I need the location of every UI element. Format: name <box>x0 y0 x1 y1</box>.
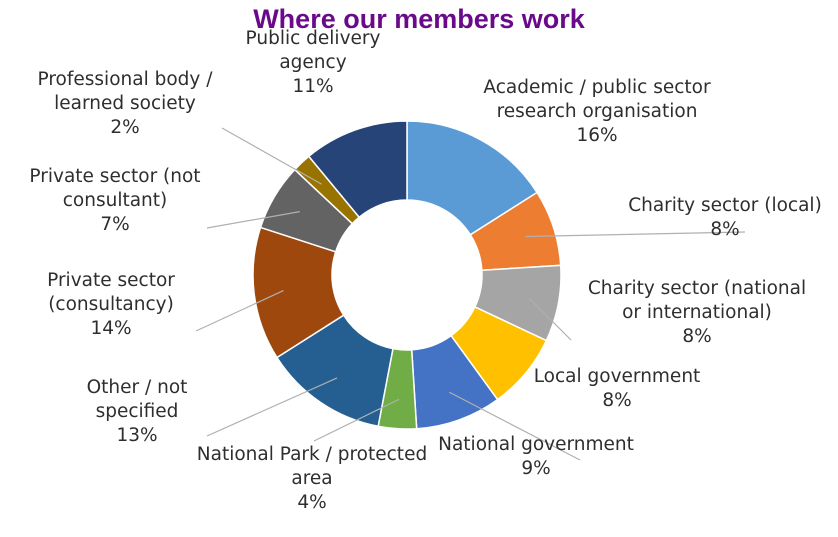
slice-label-line: Private sector (not <box>29 166 200 187</box>
slice-percent: 2% <box>110 117 139 138</box>
slice-label-line: (consultancy) <box>48 294 174 315</box>
slice-label-line: consultant) <box>63 190 168 211</box>
slice-label-line: Other / not <box>87 377 188 398</box>
slice-label-line: Local government <box>534 366 701 387</box>
slice-label-line: agency <box>279 52 346 73</box>
slice-label-line: area <box>291 468 332 489</box>
label-national-park-protected-area: National Park / protected area 4% <box>197 444 427 513</box>
slice-public-delivery-agency <box>307 120 408 219</box>
label-local-government: Local government 8% <box>534 366 701 411</box>
label-academic-public-sector-research-organisation: Academic / public sector research organis… <box>483 77 711 146</box>
leader-line-private-sector-not-consultant <box>206 211 300 229</box>
label-charity-sector-local: Charity sector (local) 8% <box>628 195 822 240</box>
leader-lines <box>195 127 746 461</box>
slice-percent: 8% <box>602 390 631 411</box>
slice-label-line: specified <box>96 401 179 422</box>
slice-percent: 8% <box>682 326 711 347</box>
label-professional-body-learned-society: Professional body / learned society 2% <box>38 69 214 138</box>
slice-percent: 16% <box>576 125 617 146</box>
slice-percent: 7% <box>100 214 129 235</box>
label-national-government: National government 9% <box>438 434 634 479</box>
slice-label-line: Charity sector (local) <box>628 195 822 216</box>
leader-line-other-not-specified <box>206 377 338 437</box>
leader-line-national-government <box>448 391 581 461</box>
chart-title: Where our members work <box>253 4 585 34</box>
slice-label-line: Private sector <box>47 270 175 291</box>
slice-label-line: Professional body / <box>38 69 214 90</box>
slice-percent: 8% <box>710 219 739 240</box>
leader-line-charity-sector-local <box>525 231 746 238</box>
labels: Academic / public sector research organis… <box>29 28 821 513</box>
leader-line-charity-sector-national-or-international <box>528 297 572 341</box>
slice-percent: 13% <box>116 425 157 446</box>
label-charity-sector-national-or-international: Charity sector (national or international… <box>588 278 806 347</box>
slice-label-line: National government <box>438 434 634 455</box>
slice-label-line: Public delivery <box>246 28 381 49</box>
slice-percent: 4% <box>297 492 326 513</box>
slice-percent: 11% <box>292 76 333 97</box>
slice-label-line: Charity sector (national <box>588 278 806 299</box>
label-private-sector-not-consultant: Private sector (not consultant) 7% <box>29 166 200 235</box>
slice-label-line: Academic / public sector <box>483 77 711 98</box>
label-other-not-specified: Other / not specified 13% <box>87 377 188 446</box>
label-private-sector-consultancy: Private sector (consultancy) 14% <box>47 270 175 339</box>
leader-line-professional-body-learned-society <box>221 127 323 185</box>
slice-label-line: learned society <box>54 93 196 114</box>
slices <box>252 120 562 430</box>
label-public-delivery-agency: Public delivery agency 11% <box>246 28 381 97</box>
slice-percent: 9% <box>521 458 550 479</box>
leader-line-national-park-protected-area <box>313 398 400 442</box>
slice-label-line: National Park / protected <box>197 444 427 465</box>
slice-percent: 14% <box>90 318 131 339</box>
slice-label-line: research organisation <box>497 101 698 122</box>
leader-line-private-sector-consultancy <box>195 290 284 332</box>
slice-label-line: or international) <box>622 302 772 323</box>
